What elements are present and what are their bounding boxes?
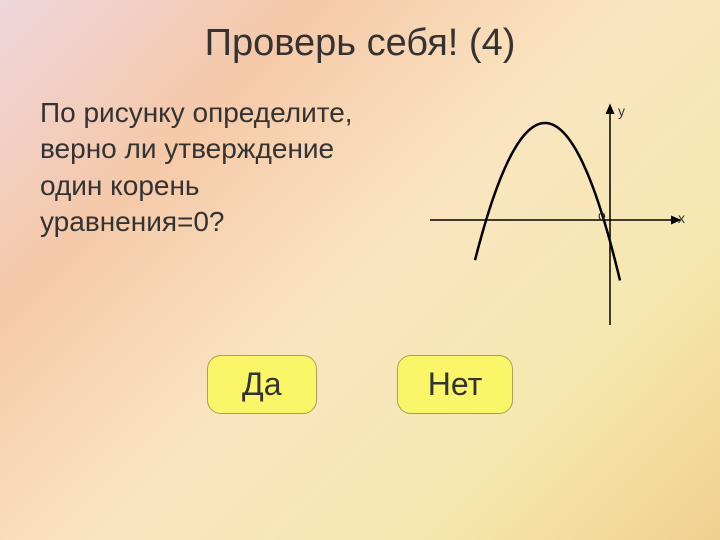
no-button[interactable]: Нет <box>397 355 514 414</box>
question-text: По рисунку определите, верно ли утвержде… <box>40 95 400 335</box>
y-axis-label: y <box>618 103 625 119</box>
x-axis-label: x <box>678 210 685 226</box>
origin-label: o <box>598 207 606 223</box>
page-title: Проверь себя! (4) <box>0 0 720 65</box>
parabola-graph <box>400 95 690 335</box>
yes-button[interactable]: Да <box>207 355 317 414</box>
content-row: По рисунку определите, верно ли утвержде… <box>0 65 720 335</box>
button-row: Да Нет <box>0 355 720 414</box>
graph-area: y x o <box>400 95 690 335</box>
